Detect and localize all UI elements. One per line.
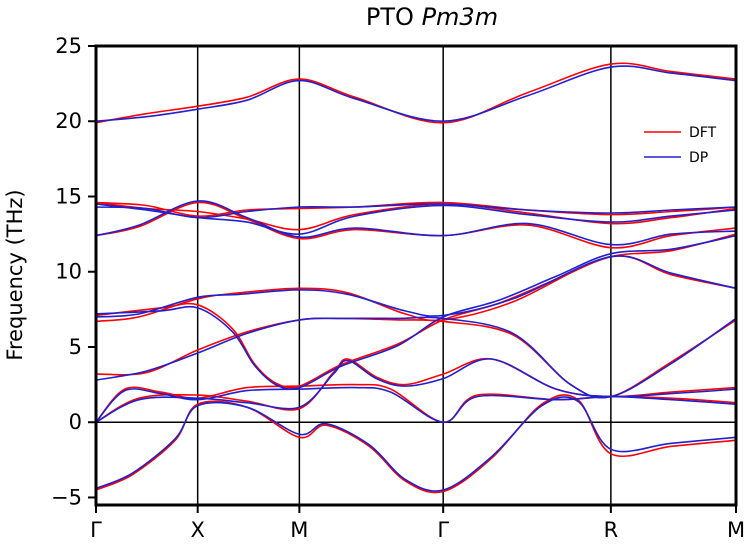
series-layer [96,62,736,494]
band-line-dft [96,255,736,323]
band-line-dp [96,203,736,235]
series-dft [96,62,736,494]
band-line-dft [96,201,736,231]
x-tick-label: Γ [90,518,102,542]
y-tick-label: 10 [55,260,82,284]
band-line-dp [96,386,736,424]
legend-label-dft: DFT [689,125,717,141]
band-line-dft [96,357,736,423]
axis-layer: −5 0 5 10 15 20 25 Γ X M Γ R M [51,34,745,542]
x-tick-label: R [604,518,619,542]
chart-title: PTO Pm3m [366,3,498,31]
plot-frame [94,44,738,507]
x-tick-label: Γ [437,518,449,542]
band-line-dft [96,383,736,424]
band-line-dft [96,201,736,249]
legend: DFT DP [644,125,717,166]
band-line-dp [96,234,736,390]
legend-label-dp: DP [689,150,708,166]
y-tick-label: 0 [69,410,82,434]
band-line-dp [96,65,736,123]
x-tick-label: M [290,518,308,542]
band-line-dft [96,62,736,124]
band-line-dp [96,316,736,399]
band-line-dp [96,358,736,423]
chart-title-italic: Pm3m [422,3,499,31]
x-tick-label: X [190,518,204,542]
y-tick-label: 5 [69,335,82,359]
band-line-dp [96,200,736,246]
band-line-dft [96,233,736,389]
band-line-dp [96,255,736,318]
grid-layer [96,46,736,505]
y-tick-label: 15 [55,184,82,208]
y-axis-label: Frequency (THz) [3,189,27,360]
band-line-dp [96,203,736,219]
x-tick-label: M [727,518,745,542]
y-tick-label: 25 [55,34,82,58]
band-line-dp [96,396,736,492]
series-dp [96,65,736,492]
y-tick-label: −5 [51,485,82,509]
y-tick-label: 20 [55,109,82,133]
chart-title-plain: PTO [366,3,414,31]
chart-title-gap [414,3,422,31]
